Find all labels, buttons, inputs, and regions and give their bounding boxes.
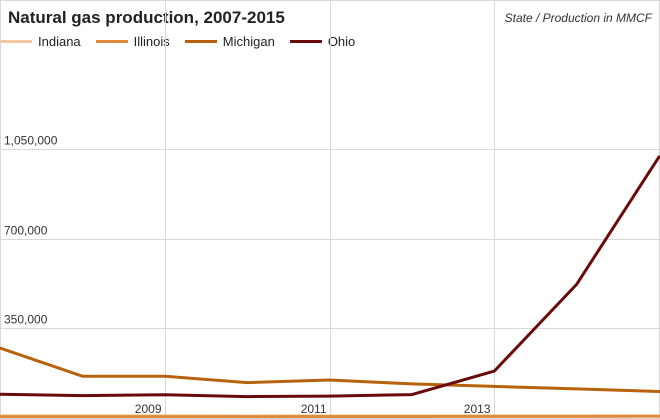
- legend-item-illinois[interactable]: Illinois: [95, 33, 170, 49]
- x-tick-label: 2009: [135, 402, 162, 416]
- legend-label-indiana: Indiana: [38, 33, 81, 49]
- legend-item-indiana[interactable]: Indiana: [0, 34, 81, 49]
- tick-labels: 350,000 700,000 1,050,000 2009 2011 2013: [4, 134, 491, 417]
- x-tick-label: 2013: [464, 402, 491, 416]
- series-line-michigan[interactable]: [0, 346, 660, 393]
- chart-title: Natural gas production, 2007-2015: [8, 8, 285, 27]
- legend-item-michigan[interactable]: Michigan: [184, 33, 275, 49]
- legend-label-michigan: Michigan: [222, 33, 275, 49]
- legend-swatch-indiana: [0, 39, 32, 43]
- series-line-ohio[interactable]: [0, 155, 660, 399]
- legend-label-ohio: Ohio: [327, 33, 356, 49]
- legend-swatch-ohio: [289, 39, 322, 43]
- series-lines: [0, 155, 660, 419]
- legend-label-illinois: Illinois: [133, 33, 170, 49]
- chart-subtitle: State / Production in MMCF: [504, 11, 652, 25]
- y-tick-label: 700,000: [4, 224, 48, 238]
- y-tick-label: 350,000: [4, 313, 48, 327]
- legend-swatch-michigan: [184, 39, 217, 43]
- y-tick-label: 1,050,000: [4, 134, 58, 148]
- legend-item-ohio[interactable]: Ohio: [289, 33, 356, 49]
- x-tick-label: 2011: [301, 402, 327, 416]
- chart-legend: Indiana Illinois Michigan Ohio: [0, 33, 370, 49]
- legend-swatch-illinois: [95, 39, 128, 43]
